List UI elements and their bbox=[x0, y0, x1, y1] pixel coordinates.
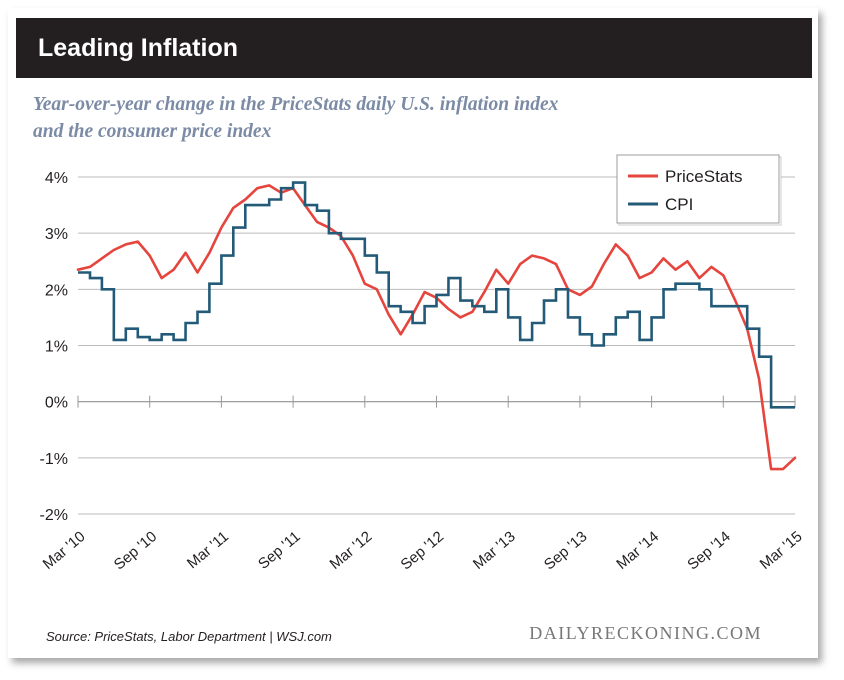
x-tick-label: Mar '13 bbox=[470, 528, 519, 573]
y-tick-label: 3% bbox=[45, 226, 68, 243]
y-tick-label: 0% bbox=[45, 395, 68, 412]
x-tick-label: Sep '14 bbox=[684, 528, 734, 573]
x-tick-label: Sep '11 bbox=[255, 528, 304, 573]
x-tick-label: Mar '12 bbox=[326, 528, 375, 573]
y-tick-label: -1% bbox=[40, 451, 68, 468]
line-chart: 4% 3% 2% 1% 0% -1% -2% Mar '10 Sep '10 Mar '11 Sep… bbox=[40, 154, 806, 573]
legend-pricestats-label: PriceStats bbox=[665, 167, 742, 186]
x-tick-label: Sep '13 bbox=[541, 528, 591, 573]
x-tick-label: Sep '10 bbox=[111, 528, 161, 573]
x-tick-label: Mar '15 bbox=[757, 528, 806, 573]
x-tick-label: Mar '11 bbox=[184, 528, 232, 572]
x-tick-label: Mar '14 bbox=[613, 528, 662, 573]
cpi-line bbox=[78, 181, 795, 409]
subtitle-line-1: Year-over-year change in the PriceStats … bbox=[33, 94, 559, 115]
x-tick-label: Sep '12 bbox=[398, 528, 448, 573]
chart-subtitle: Year-over-year change in the PriceStats … bbox=[33, 91, 793, 145]
subtitle-line-2: and the consumer price index bbox=[33, 121, 272, 142]
chart-card: Leading Inflation Year-over-year change … bbox=[8, 8, 818, 658]
source-note: Source: PriceStats, Labor Department | W… bbox=[46, 629, 332, 644]
legend-frame bbox=[616, 154, 780, 224]
y-tick-label: 2% bbox=[45, 282, 68, 299]
x-tick-label: Mar '10 bbox=[40, 528, 89, 573]
chart-title: Leading Inflation bbox=[38, 34, 238, 62]
y-tick-label: -2% bbox=[40, 507, 68, 524]
legend-cpi-label: CPI bbox=[665, 195, 693, 214]
title-bar: Leading Inflation bbox=[16, 18, 812, 78]
y-tick-label: 4% bbox=[45, 170, 68, 187]
brand-logo: DAILYRECKONING.COM bbox=[529, 623, 762, 643]
y-tick-label: 1% bbox=[45, 339, 68, 356]
